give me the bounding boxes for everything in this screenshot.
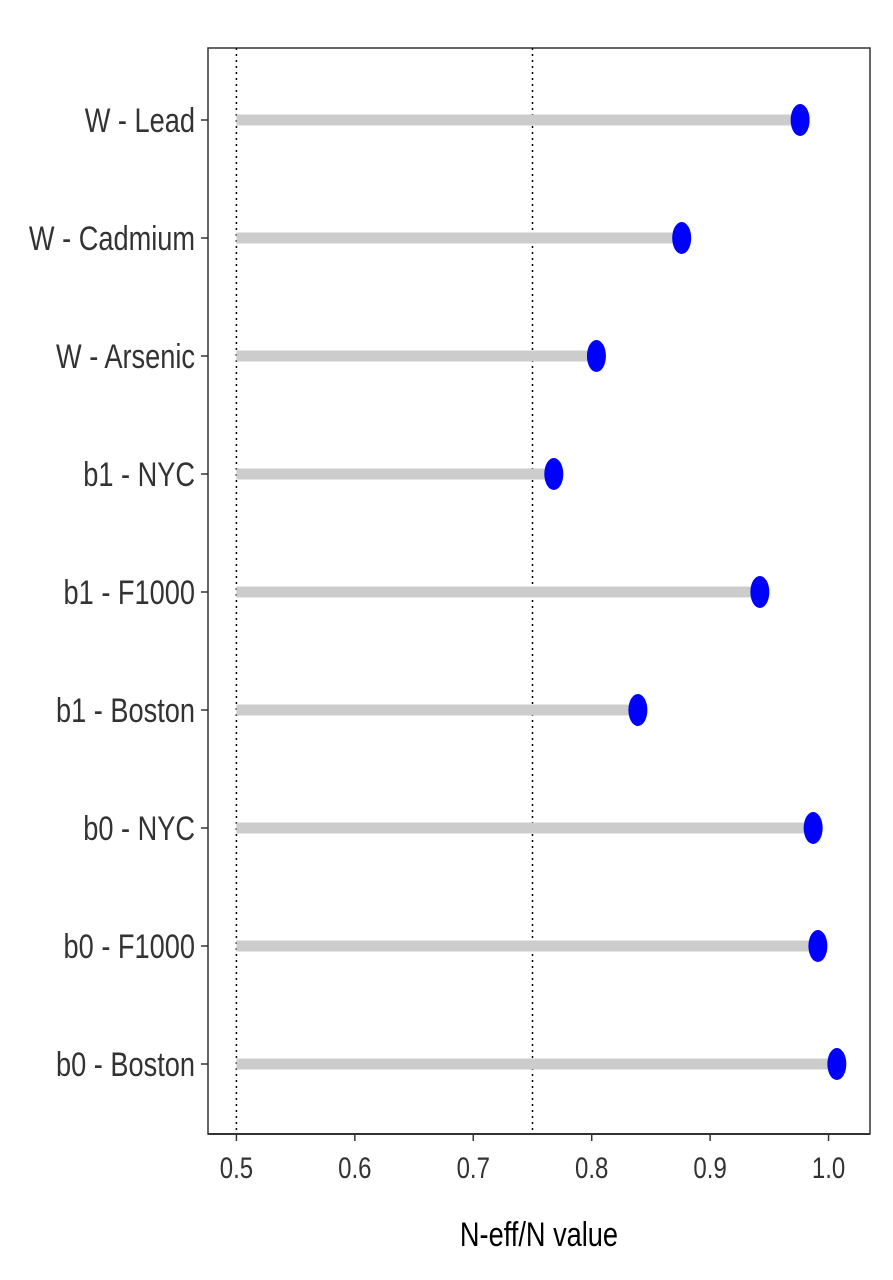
data-point [790, 104, 810, 136]
y-axis-ticks [201, 119, 208, 1065]
data-point [586, 340, 606, 372]
data-point [628, 694, 648, 726]
data-point [672, 222, 692, 254]
y-tick-label: W - Lead [85, 101, 195, 140]
y-tick-label: W - Arsenic [56, 337, 195, 376]
y-tick-label: b1 - NYC [83, 455, 195, 494]
x-axis-ticks [208, 1133, 870, 1141]
x-axis-title: N-eff/N value [460, 1215, 618, 1254]
data-point [544, 458, 564, 490]
x-tick-label: 0.6 [338, 1150, 371, 1184]
y-axis-labels: W - Lead W - Cadmium W - Arsenic b1 - NYC b1… [29, 101, 195, 1084]
x-tick-label: 1.0 [812, 1150, 845, 1184]
x-tick-label: 0.5 [220, 1150, 253, 1184]
reference-lines [235, 48, 534, 1134]
data-point [750, 576, 770, 608]
x-tick-label: 0.8 [575, 1150, 608, 1184]
stems [236, 114, 837, 1070]
data-point [808, 930, 828, 962]
points [544, 104, 847, 1080]
y-tick-label: b0 - F1000 [64, 927, 195, 966]
x-axis-labels: 0.5 0.6 0.7 0.8 0.9 1.0 [220, 1150, 845, 1184]
y-tick-label: b0 - NYC [83, 809, 195, 848]
x-tick-label: 0.7 [457, 1150, 490, 1184]
y-tick-label: b1 - Boston [56, 691, 195, 730]
y-tick-label: W - Cadmium [29, 219, 195, 258]
data-point [803, 812, 823, 844]
data-point [827, 1048, 847, 1080]
y-tick-label: b0 - Boston [56, 1045, 195, 1084]
x-tick-label: 0.9 [693, 1150, 726, 1184]
y-tick-label: b1 - F1000 [64, 573, 195, 612]
